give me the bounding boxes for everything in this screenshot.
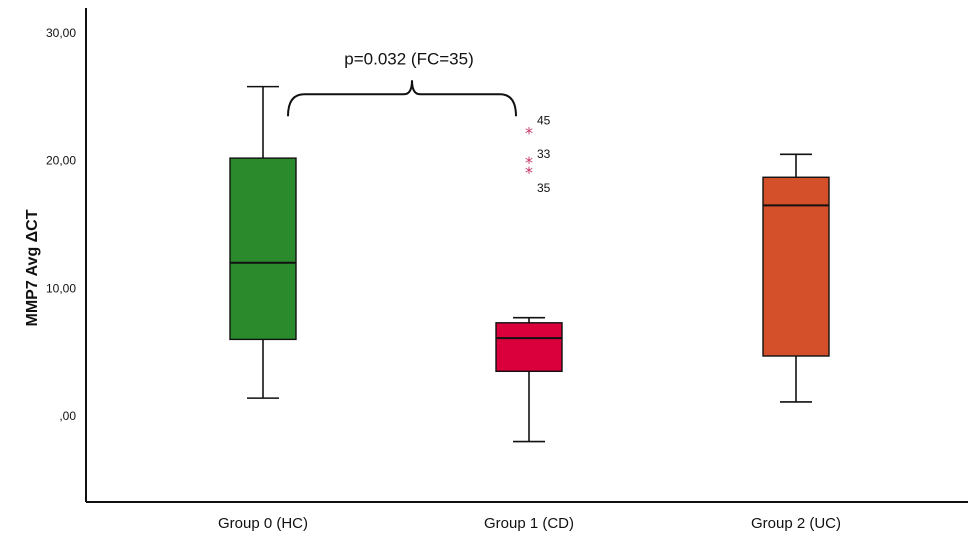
- x-category-label: Group 1 (CD): [484, 515, 574, 532]
- x-axis-labels: Group 0 (HC) Group 1 (CD) Group 2 (UC): [218, 515, 841, 532]
- outlier-star-icon: *: [525, 153, 533, 172]
- x-category-label: Group 2 (UC): [751, 515, 841, 532]
- outlier-markers: * 45 * 33 * 35: [525, 114, 551, 196]
- outlier-label: 35: [537, 181, 551, 195]
- p-value-annotation: p=0.032 (FC=35): [344, 49, 473, 68]
- y-tick-label: 20,00: [46, 154, 76, 168]
- box-group: [762, 153, 830, 403]
- box-iqr: [495, 322, 563, 373]
- y-tick-label: 30,00: [46, 26, 76, 40]
- boxplot-series: [229, 85, 830, 443]
- significance-bracket: [287, 80, 517, 117]
- significance-annotation: p=0.032 (FC=35): [287, 49, 517, 117]
- outlier-star-icon: *: [525, 124, 533, 143]
- y-axis-title: MMP7 Avg ΔCT: [24, 209, 41, 326]
- x-category-label: Group 0 (HC): [218, 515, 308, 532]
- outlier-star-icon: *: [525, 163, 533, 182]
- outlier-label: 33: [537, 147, 551, 161]
- box-group: [229, 85, 297, 399]
- box-iqr: [762, 176, 830, 357]
- y-tick-label: ,00: [59, 409, 76, 423]
- y-tick-label: 10,00: [46, 281, 76, 295]
- box-group: [495, 316, 563, 443]
- outlier-label: 45: [537, 114, 551, 128]
- y-axis-ticks: ,00 10,00 20,00 30,00: [46, 26, 76, 423]
- box-iqr: [229, 157, 297, 341]
